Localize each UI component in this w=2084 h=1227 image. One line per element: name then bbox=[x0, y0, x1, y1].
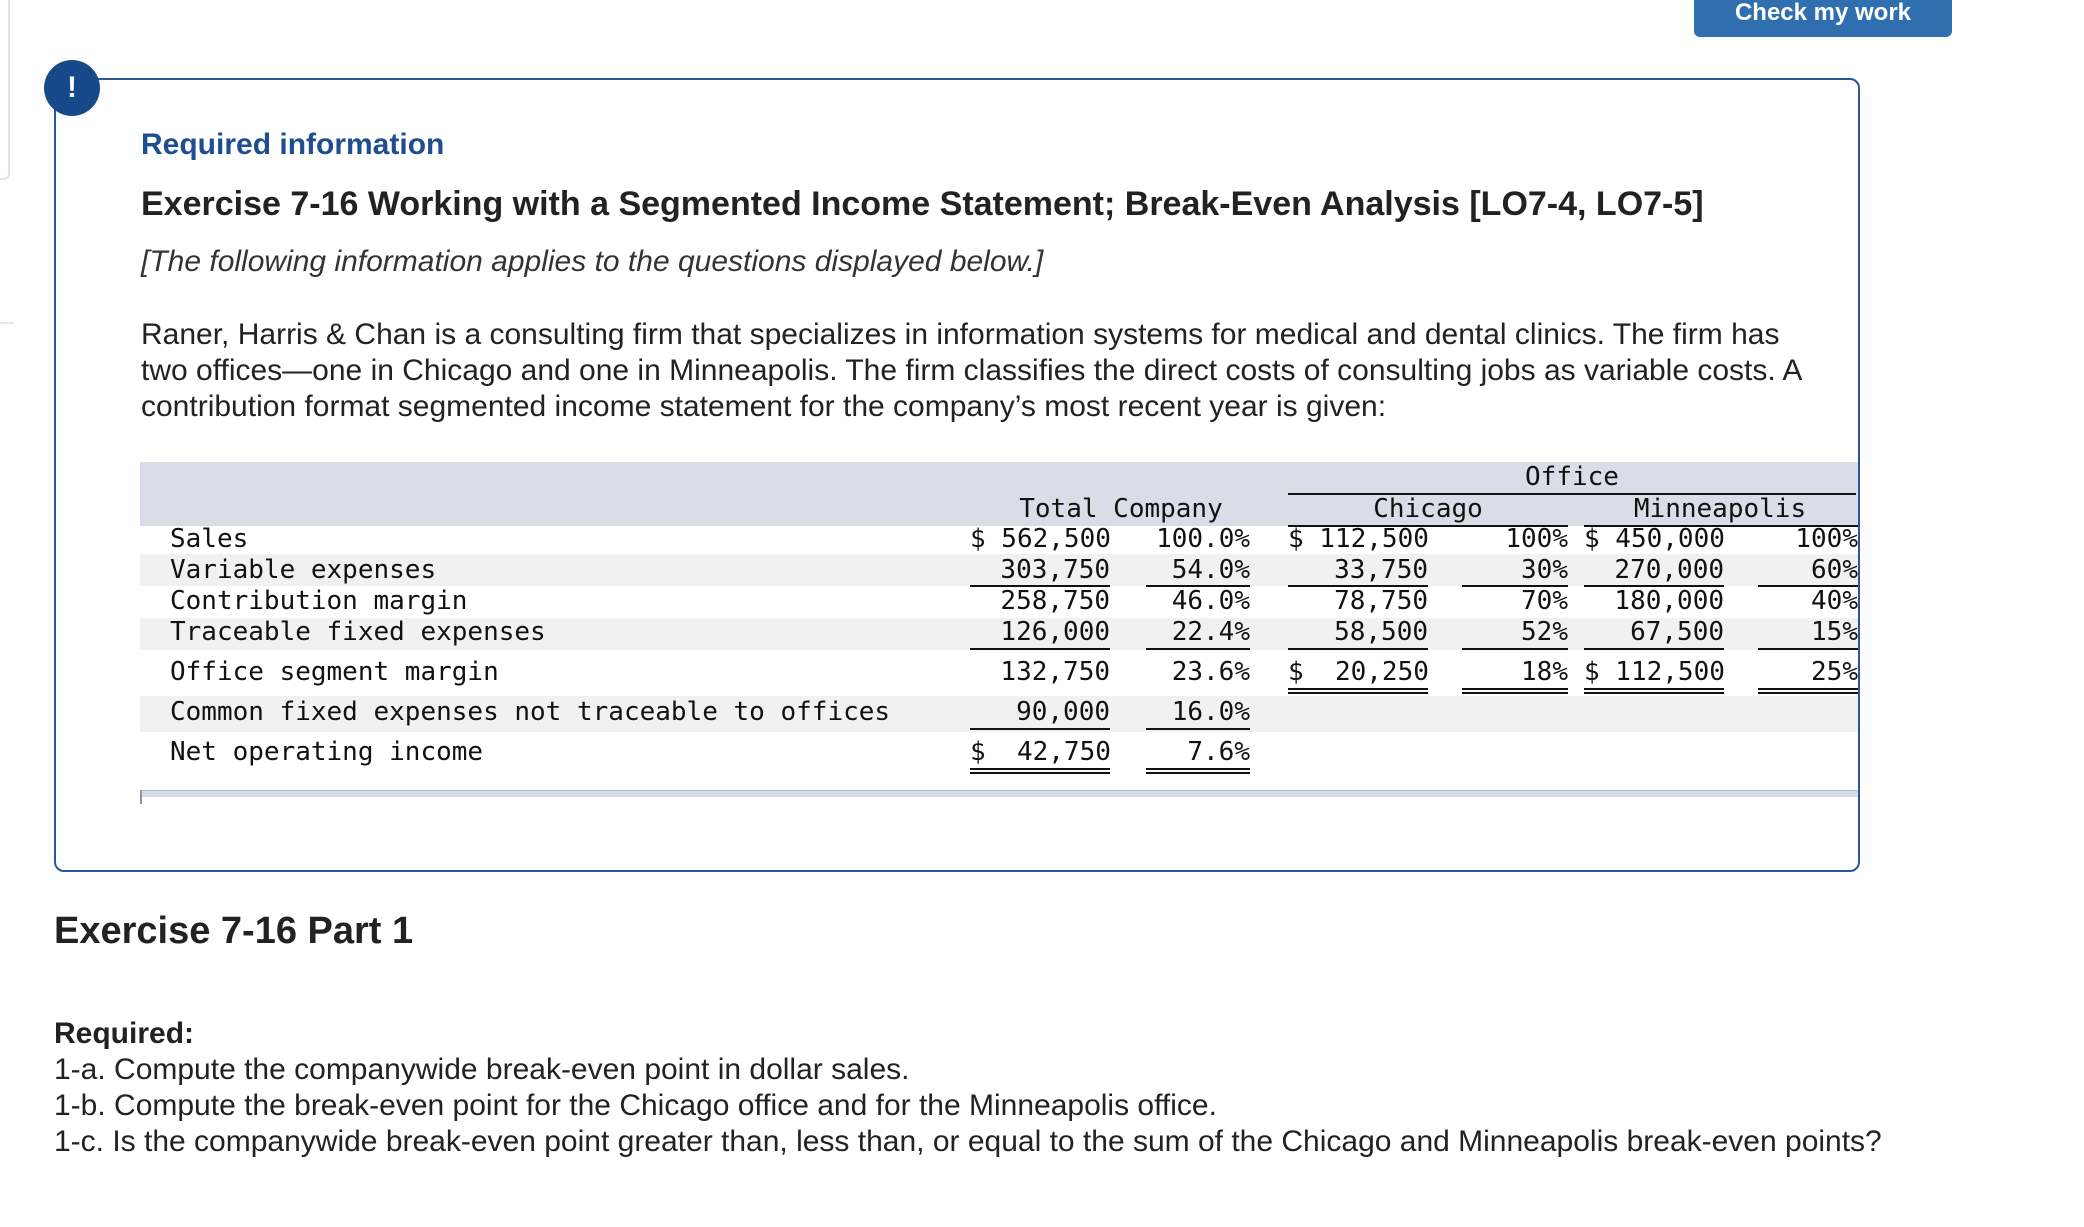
row-label-traceable-fixed: Traceable fixed expenses bbox=[170, 617, 546, 647]
side-panel-divider bbox=[0, 322, 14, 324]
part-title: Exercise 7-16 Part 1 bbox=[54, 910, 414, 952]
total-amount: $ 562,500 bbox=[970, 524, 1111, 554]
question-1c: 1-c. Is the companywide break-even point… bbox=[54, 1125, 1882, 1158]
total-percent: 7.6% bbox=[1187, 737, 1250, 767]
question-1a: 1-a. Compute the companywide break-even … bbox=[54, 1053, 910, 1086]
subtotal-underline bbox=[1462, 648, 1568, 650]
chicago-underline bbox=[1288, 525, 1568, 527]
total-double-underline bbox=[1462, 688, 1568, 694]
total-amount: 126,000 bbox=[1000, 617, 1110, 647]
minneapolis-amount: $ 450,000 bbox=[1584, 524, 1725, 554]
applies-note: [The following information applies to th… bbox=[141, 245, 1044, 278]
row-label-variable-expenses: Variable expenses bbox=[170, 555, 437, 585]
required-section: Required: 1-a. Compute the companywide b… bbox=[54, 1016, 1884, 1160]
problem-intro: Raner, Harris & Chan is a consulting fir… bbox=[141, 318, 1801, 423]
subtotal-underline bbox=[1584, 585, 1724, 587]
subtotal-underline bbox=[1146, 648, 1250, 650]
statement-bottom-tick bbox=[140, 790, 142, 804]
total-amount: 90,000 bbox=[1016, 697, 1110, 727]
total-percent: 16.0% bbox=[1171, 697, 1250, 727]
total-percent: 46.0% bbox=[1171, 586, 1250, 616]
chicago-percent: 30% bbox=[1521, 555, 1568, 585]
row-label-net-operating-income: Net operating income bbox=[170, 737, 484, 767]
subtotal-underline bbox=[1584, 648, 1724, 650]
chicago-amount: 58,500 bbox=[1334, 617, 1428, 647]
total-double-underline bbox=[1288, 688, 1428, 694]
row-label-sales: Sales bbox=[170, 524, 249, 554]
row-label-common-fixed: Common fixed expenses not traceable to o… bbox=[170, 697, 891, 727]
subtotal-underline bbox=[970, 648, 1110, 650]
subtotal-underline bbox=[1288, 648, 1428, 650]
row-band bbox=[140, 554, 1858, 586]
total-double-underline bbox=[1146, 768, 1250, 774]
header-chicago: Chicago bbox=[1373, 494, 1483, 524]
total-double-underline bbox=[1758, 688, 1858, 694]
total-amount: 303,750 bbox=[1000, 555, 1110, 585]
subtotal-underline bbox=[1758, 585, 1858, 587]
total-percent: 23.6% bbox=[1171, 657, 1250, 687]
subtotal-underline bbox=[970, 728, 1110, 730]
question-1b: 1-b. Compute the break-even point for th… bbox=[54, 1089, 1217, 1122]
subtotal-underline bbox=[1758, 648, 1858, 650]
subtotal-underline bbox=[1462, 585, 1568, 587]
exercise-title: Exercise 7-16 Working with a Segmented I… bbox=[141, 185, 1704, 223]
row-label-contribution-margin: Contribution margin bbox=[170, 586, 468, 616]
header-office: Office bbox=[1525, 462, 1619, 492]
subtotal-underline bbox=[970, 585, 1110, 587]
header-minneapolis: Minneapolis bbox=[1633, 494, 1807, 524]
minneapolis-percent: 25% bbox=[1811, 657, 1858, 687]
chicago-percent: 70% bbox=[1521, 586, 1568, 616]
side-panel-edge bbox=[0, 0, 10, 180]
chicago-amount: 78,750 bbox=[1334, 586, 1428, 616]
required-label: Required: bbox=[54, 1017, 195, 1050]
minneapolis-amount: 180,000 bbox=[1614, 586, 1724, 616]
total-percent: 100.0% bbox=[1156, 524, 1250, 554]
segmented-income-statement: Office Total Company Chicago Minneapolis… bbox=[140, 462, 1858, 804]
minneapolis-amount: 270,000 bbox=[1614, 555, 1724, 585]
statement-bottom-rule bbox=[140, 790, 1858, 797]
minneapolis-percent: 100% bbox=[1795, 524, 1858, 554]
chicago-amount: $ 20,250 bbox=[1288, 657, 1429, 687]
total-percent: 54.0% bbox=[1171, 555, 1250, 585]
office-underline bbox=[1288, 493, 1856, 495]
chicago-percent: 52% bbox=[1521, 617, 1568, 647]
total-percent: 22.4% bbox=[1171, 617, 1250, 647]
total-amount: $ 42,750 bbox=[970, 737, 1111, 767]
check-my-work-button[interactable]: Check my work bbox=[1694, 0, 1952, 37]
minneapolis-percent: 15% bbox=[1811, 617, 1858, 647]
chicago-percent: 18% bbox=[1521, 657, 1568, 687]
required-information-heading: Required information bbox=[141, 128, 445, 161]
minneapolis-underline bbox=[1584, 525, 1858, 527]
header-total-company: Total Company bbox=[1019, 494, 1223, 524]
row-label-segment-margin: Office segment margin bbox=[170, 657, 499, 687]
total-amount: 258,750 bbox=[1000, 586, 1110, 616]
chicago-amount: 33,750 bbox=[1334, 555, 1428, 585]
minneapolis-percent: 60% bbox=[1811, 555, 1858, 585]
alert-icon: ! bbox=[44, 60, 100, 116]
subtotal-underline bbox=[1146, 585, 1250, 587]
total-double-underline bbox=[1584, 688, 1724, 694]
subtotal-underline bbox=[1288, 585, 1428, 587]
total-amount: 132,750 bbox=[1000, 657, 1110, 687]
total-double-underline bbox=[970, 768, 1110, 774]
minneapolis-amount: 67,500 bbox=[1630, 617, 1724, 647]
subtotal-underline bbox=[1146, 728, 1250, 730]
chicago-percent: 100% bbox=[1505, 524, 1568, 554]
row-band bbox=[140, 696, 1858, 732]
minneapolis-percent: 40% bbox=[1811, 586, 1858, 616]
row-band bbox=[140, 618, 1858, 650]
minneapolis-amount: $ 112,500 bbox=[1584, 657, 1725, 687]
chicago-amount: $ 112,500 bbox=[1288, 524, 1429, 554]
